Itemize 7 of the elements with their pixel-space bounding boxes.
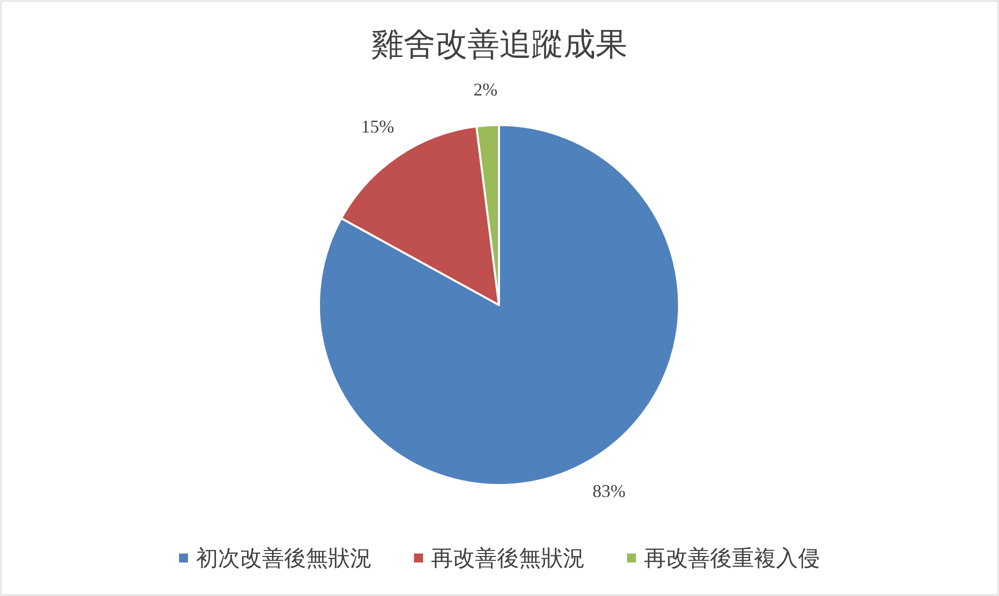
legend-label: 再改善後重複入侵 [644,546,820,570]
legend-label: 再改善後無狀況 [431,546,585,570]
chart-title: 雞舍改善追蹤成果 [372,26,628,62]
data-label: 15% [361,116,394,136]
legend-label: 初次改善後無狀況 [196,546,372,570]
data-label: 2% [473,79,498,100]
data-label: 83% [592,480,626,501]
